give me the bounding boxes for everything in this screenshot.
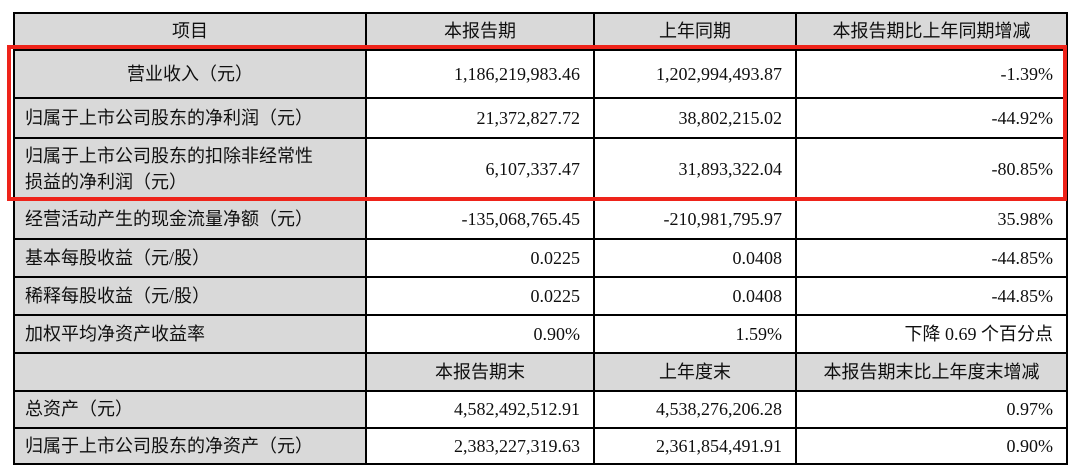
cell-prior: 31,893,322.04: [593, 137, 797, 201]
cell-label: 归属于上市公司股东的净利润（元）: [13, 97, 367, 139]
row-deducted-net-profit: 归属于上市公司股东的扣除非经常性损益的净利润（元） 6,107,337.47 3…: [13, 137, 1068, 201]
row-total-assets: 总资产（元） 4,582,492,512.91 4,538,276,206.28…: [13, 390, 1068, 429]
cell-change: -80.85%: [795, 137, 1068, 201]
row-diluted-eps: 稀释每股收益（元/股） 0.0225 0.0408 -44.85%: [13, 276, 1068, 316]
header-row-period: 项目 本报告期 上年同期 本报告期比上年同期增减: [13, 12, 1068, 51]
cell-prior: 1,202,994,493.87: [593, 49, 797, 99]
row-revenue: 营业收入（元） 1,186,219,983.46 1,202,994,493.8…: [13, 49, 1068, 99]
header-item: 项目: [13, 12, 367, 51]
cell-prior: 2,361,854,491.91: [593, 427, 797, 465]
cell-label: 总资产（元）: [13, 390, 367, 429]
cell-current: -135,068,765.45: [365, 199, 595, 240]
cell-current: 4,582,492,512.91: [365, 390, 595, 429]
header-prior-period: 上年同期: [593, 12, 797, 51]
cell-label: 经营活动产生的现金流量净额（元）: [13, 199, 367, 240]
cell-label: 归属于上市公司股东的净资产（元）: [13, 427, 367, 465]
cell-prior: -210,981,795.97: [593, 199, 797, 240]
cell-change: -44.85%: [795, 276, 1068, 316]
row-weighted-roe: 加权平均净资产收益率 0.90% 1.59% 下降 0.69 个百分点: [13, 314, 1068, 354]
cell-prior: 1.59%: [593, 314, 797, 354]
header-period-change: 本报告期比上年同期增减: [795, 12, 1068, 51]
cell-current: 0.0225: [365, 238, 595, 278]
cell-label: 归属于上市公司股东的扣除非经常性损益的净利润（元）: [13, 137, 367, 201]
cell-current: 0.0225: [365, 276, 595, 316]
cell-label: 稀释每股收益（元/股）: [13, 276, 367, 316]
cell-prior: 38,802,215.02: [593, 97, 797, 139]
cell-prior: 0.0408: [593, 276, 797, 316]
cell-label: 营业收入（元）: [13, 49, 367, 99]
cell-change: -1.39%: [795, 49, 1068, 99]
header-row-period-end: 本报告期末 上年度末 本报告期末比上年度末增减: [13, 352, 1068, 392]
cell-prior: 0.0408: [593, 238, 797, 278]
cell-current: 1,186,219,983.46: [365, 49, 595, 99]
cell-prior: 4,538,276,206.28: [593, 390, 797, 429]
cell-change: -44.85%: [795, 238, 1068, 278]
header-current-period: 本报告期: [365, 12, 595, 51]
cell-change: 0.90%: [795, 427, 1068, 465]
header-period-end-change: 本报告期末比上年度末增减: [795, 352, 1068, 392]
cell-change: 35.98%: [795, 199, 1068, 240]
cell-label: 基本每股收益（元/股）: [13, 238, 367, 278]
row-operating-cash-flow: 经营活动产生的现金流量净额（元） -135,068,765.45 -210,98…: [13, 199, 1068, 240]
row-net-profit: 归属于上市公司股东的净利润（元） 21,372,827.72 38,802,21…: [13, 97, 1068, 139]
header-item-blank: [13, 352, 367, 392]
cell-current: 0.90%: [365, 314, 595, 354]
header-prior-year-end: 上年度末: [593, 352, 797, 392]
cell-current: 2,383,227,319.63: [365, 427, 595, 465]
cell-current: 21,372,827.72: [365, 97, 595, 139]
cell-current: 6,107,337.47: [365, 137, 595, 201]
cell-change: -44.92%: [795, 97, 1068, 139]
cell-label: 加权平均净资产收益率: [13, 314, 367, 354]
header-current-period-end: 本报告期末: [365, 352, 595, 392]
row-basic-eps: 基本每股收益（元/股） 0.0225 0.0408 -44.85%: [13, 238, 1068, 278]
cell-change: 0.97%: [795, 390, 1068, 429]
key-accounting-data-table: 项目 本报告期 上年同期 本报告期比上年同期增减 营业收入（元） 1,186,2…: [13, 12, 1068, 465]
row-net-assets: 归属于上市公司股东的净资产（元） 2,383,227,319.63 2,361,…: [13, 427, 1068, 465]
cell-change: 下降 0.69 个百分点: [795, 314, 1068, 354]
